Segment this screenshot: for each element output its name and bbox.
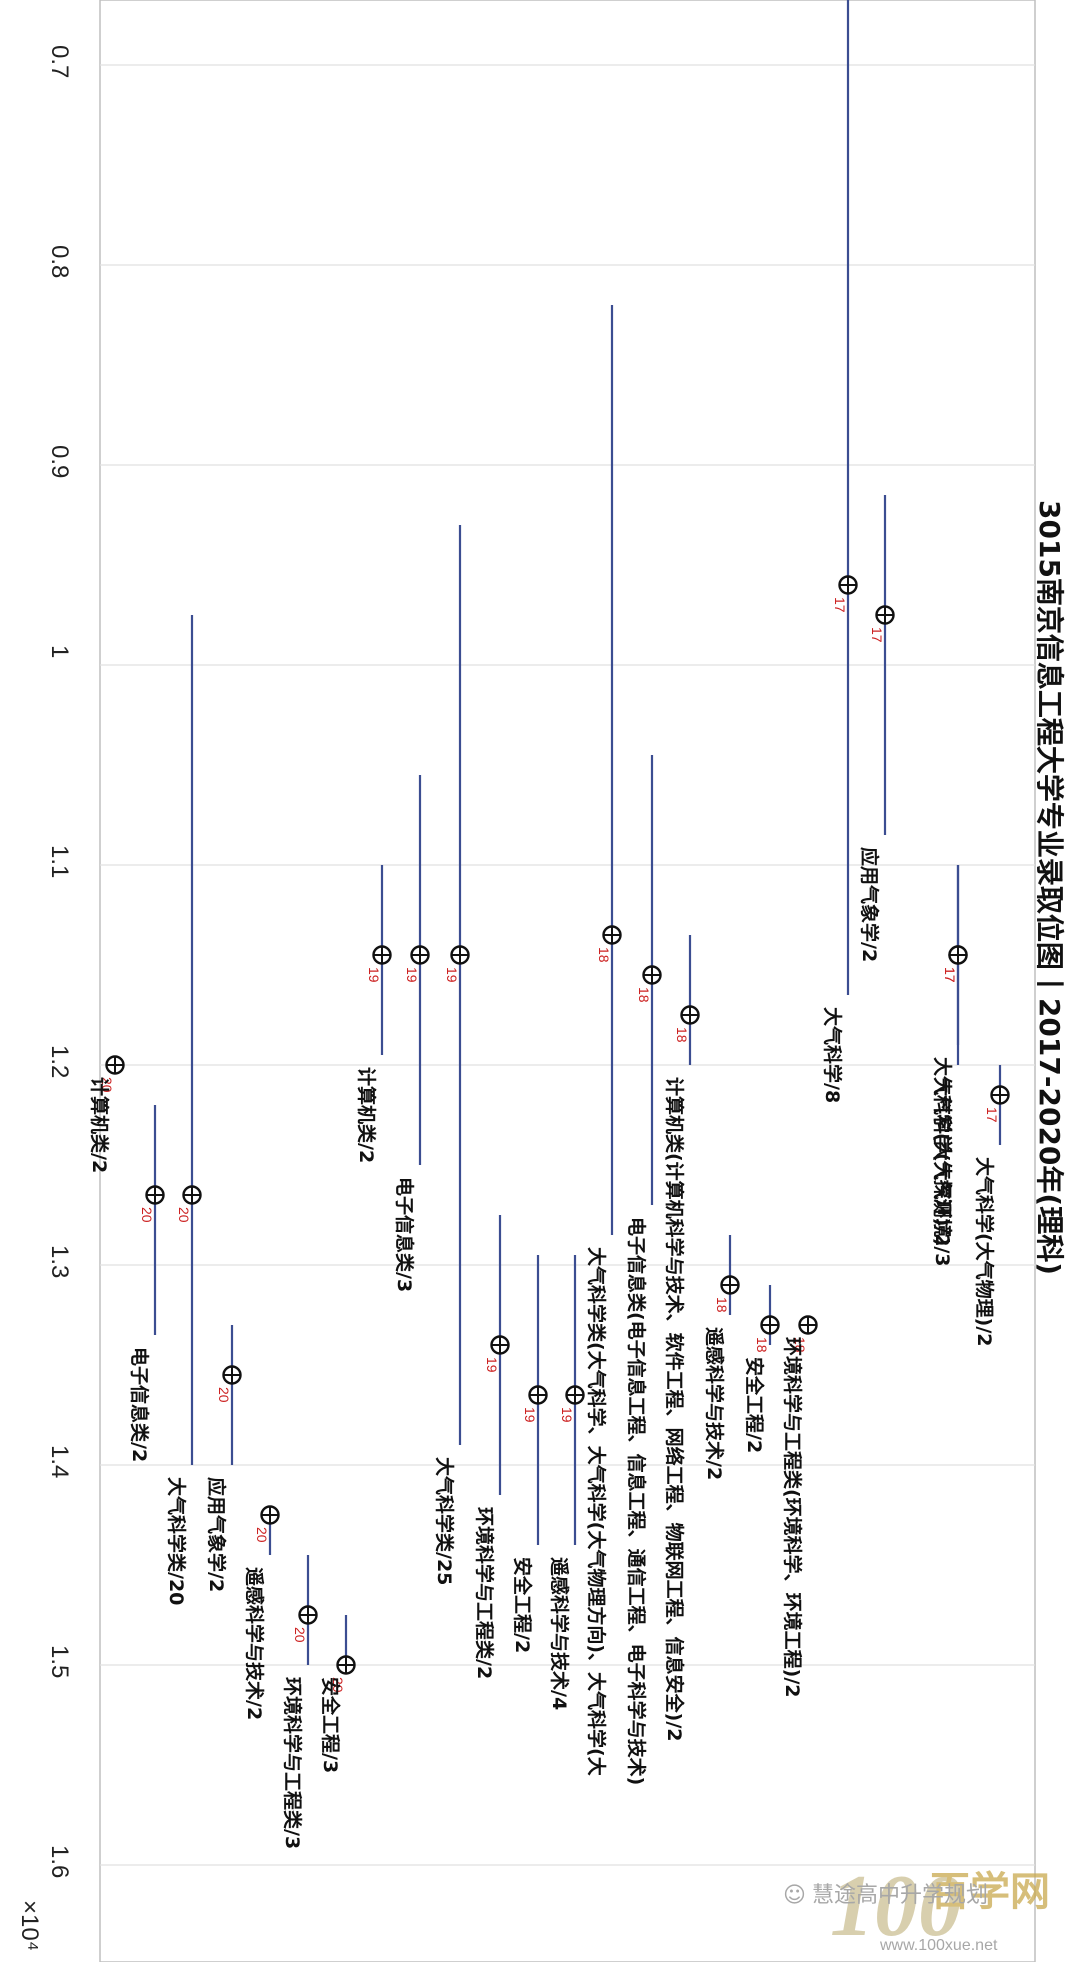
point-label: 大气科学(大气环境)/3: [931, 1077, 954, 1267]
plot-frame: [99, 0, 1036, 1962]
year-label: 19: [559, 1407, 575, 1423]
year-label: 20: [292, 1627, 308, 1643]
point-label: 大气科学/8: [821, 1007, 844, 1103]
point-label: 应用气象学/2: [858, 847, 881, 962]
tick-label: 1.4: [46, 1445, 73, 1478]
data-point: 20 大气科学类/20: [165, 1185, 202, 1605]
grid-lines: [100, 64, 1035, 1866]
year-label: 19: [444, 967, 460, 983]
data-point: 18 电子信息类(电子信息工程、信息工程、通信工程、电子科学与技术): [625, 965, 662, 1785]
point-label: 环境科学与工程类/3: [281, 1677, 304, 1849]
point-label: 计算机类/2: [355, 1067, 378, 1163]
year-label: 20: [139, 1207, 155, 1223]
tick-label: 0.7: [46, 45, 73, 78]
point-label: 计算机类(计算机科学与技术、软件工程、网络工程、物联网工程、信息安全)/2: [663, 1077, 686, 1742]
point-label: 应用气象学/2: [205, 1477, 228, 1592]
year-label: 17: [832, 597, 848, 613]
data-point: 17 应用气象学/2: [858, 605, 895, 962]
point-label: 大气科学类(大气科学、大气科学(大气物理方向)、大气科学(大: [585, 1247, 608, 1776]
year-label: 18: [636, 987, 652, 1003]
tick-label: 1.6: [46, 1845, 73, 1878]
year-label: 18: [792, 1337, 808, 1353]
watermark-wechat: 慧途高中升学规划: [812, 1883, 988, 1908]
tick-label: 0.9: [46, 445, 73, 478]
point-label: 遥感科学与技术/2: [703, 1327, 726, 1480]
point-label: 电子信息类(电子信息工程、信息工程、通信工程、电子科学与技术): [625, 1217, 648, 1785]
data-point: 18 遥感科学与技术/2: [703, 1275, 740, 1480]
data-point: 20 应用气象学/2: [205, 1365, 242, 1592]
tick-labels: 0.7 0.8 0.9 1 1.1 1.2 1.3 1.4 1.5 1.6: [46, 45, 73, 1878]
data-point: 18 大气科学类(大气科学、大气科学(大气物理方向)、大气科学(大: [585, 925, 622, 1776]
data-point: 19 大气科学类/25: [433, 945, 470, 1585]
tick-label: 1.5: [46, 1645, 73, 1678]
year-label: 18: [714, 1297, 730, 1313]
range-lines: [153, 0, 1002, 1665]
tick-label: 1.1: [46, 845, 73, 878]
year-label: 17: [942, 967, 958, 983]
point-label: 大气科学(大气物理)/2: [973, 1157, 996, 1347]
data-point: 18 安全工程/2: [743, 1315, 780, 1453]
year-label: 17: [984, 1107, 1000, 1123]
point-label: 电子信息类/3: [393, 1177, 416, 1292]
data-point: 19 计算机类/2: [355, 945, 392, 1163]
year-label: 18: [674, 1027, 690, 1043]
point-label: 大气科学类/25: [433, 1457, 456, 1585]
data-point: 18 计算机类(计算机科学与技术、软件工程、网络工程、物联网工程、信息安全)/2: [663, 1005, 700, 1742]
point-label: 遥感科学与技术/4: [548, 1557, 571, 1710]
year-label: 20: [254, 1527, 270, 1543]
point-label: 安全工程/3: [319, 1677, 342, 1773]
point-label: 电子信息类/2: [128, 1347, 151, 1462]
point-label: 安全工程/2: [511, 1557, 534, 1653]
watermark: 100 百学网 ☺ 慧途高中升学规划 www.100xue.net: [783, 1858, 1050, 1955]
data-point: 17 大气科学(大气环境)/3: [931, 945, 968, 1267]
data-point: 17 大气科学(大气物理)/2: [973, 1085, 1010, 1347]
data-points: 17 大气科学/8 17 应用气象学/2 17 大气科学(大气探测)/2 17 大气科学(大气…: [88, 575, 1010, 1849]
year-label: 19: [366, 967, 382, 983]
year-label: 18: [754, 1337, 770, 1353]
axis-exponent-label: ×10⁴: [16, 1900, 43, 1951]
data-point: 19 电子信息类/3: [393, 945, 430, 1292]
year-label: 20: [330, 1677, 346, 1693]
wechat-icon: ☺: [783, 1883, 806, 1908]
tick-label: 1.3: [46, 1245, 73, 1278]
year-label: 19: [404, 967, 420, 983]
data-point: 20 电子信息类/2: [128, 1185, 165, 1462]
data-point: 19 安全工程/2: [511, 1385, 548, 1653]
watermark-brand: 百学网: [930, 1869, 1050, 1915]
tick-label: 1: [46, 645, 73, 658]
year-label: 19: [522, 1407, 538, 1423]
tick-label: 1.2: [46, 1045, 73, 1078]
data-point: 19 环境科学与工程类/2: [473, 1335, 510, 1679]
data-point: 19 遥感科学与技术/4: [548, 1385, 585, 1710]
data-point: 20 遥感科学与技术/2: [243, 1505, 280, 1720]
chart-title: 3015南京信息工程大学专业录取位图丨2017-2020年(理科): [1033, 500, 1066, 1275]
year-label: 19: [484, 1357, 500, 1373]
year-label: 17: [942, 967, 958, 983]
year-label: 17: [869, 627, 885, 643]
point-label: 计算机类/2: [88, 1077, 111, 1173]
year-label: 18: [596, 947, 612, 963]
year-label: 20: [216, 1387, 232, 1403]
tick-label: 0.8: [46, 245, 73, 278]
point-label: 大气科学类/20: [165, 1477, 188, 1605]
data-point: 20 环境科学与工程类/3: [281, 1605, 318, 1849]
watermark-logo: 100: [830, 1858, 962, 1955]
point-label: 环境科学与工程类(环境科学、环境工程)/2: [781, 1337, 804, 1698]
point-label: 安全工程/2: [743, 1357, 766, 1453]
point-label: 大气科学(大气探测)/2: [931, 1057, 954, 1247]
year-label: 20: [176, 1207, 192, 1223]
point-label: 遥感科学与技术/2: [243, 1567, 266, 1720]
data-point: 17 大气科学/8: [821, 575, 858, 1103]
point-label: 环境科学与工程类/2: [473, 1507, 496, 1679]
watermark-url: www.100xue.net: [879, 1937, 998, 1954]
year-label: 20: [99, 1077, 115, 1093]
